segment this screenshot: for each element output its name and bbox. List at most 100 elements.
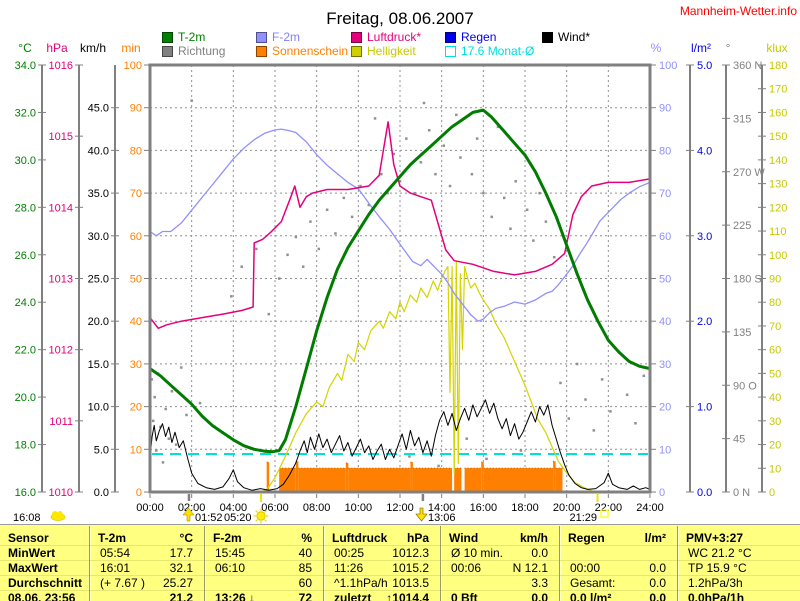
legend-item-f-2m: F-2m <box>256 30 300 44</box>
richtung-dot <box>519 449 523 452</box>
axis-unit-label: l/m² <box>691 41 711 55</box>
axis-tick-label: 60 <box>130 231 142 243</box>
axis-tick-label: 0 <box>659 487 665 499</box>
richtung-dot <box>427 129 431 132</box>
legend-swatch-icon <box>256 31 267 43</box>
cell-value: 0.0 <box>531 591 548 601</box>
grid-lines <box>150 65 650 492</box>
axis-unit-label: °C <box>18 41 32 55</box>
legend-label: Regen <box>461 30 497 44</box>
axis-tick-label: 30.0 <box>15 155 36 167</box>
axis-tick-label: 15.0 <box>88 359 109 371</box>
legend-item-richtung: Richtung <box>162 44 225 58</box>
table-row: 13:26 ↓ 72 <box>205 591 324 601</box>
table-col-pmv-3-27: PMV+3:27 WC 21.2 °C TP 15.9 °C 1.2hPa/3h 0.0… <box>677 526 800 601</box>
richtung-dot <box>174 443 178 446</box>
axis-tick-label: 30 <box>130 359 142 371</box>
richtung-dot <box>342 196 346 200</box>
table-row: 0 Bft 0.0 <box>441 591 560 601</box>
axis-tick-label: 70 <box>769 321 781 333</box>
table-row: ^1.1hPa/h 1013.5 <box>324 576 441 591</box>
table-row: 16:01 32.1 <box>90 561 205 576</box>
richtung-dot <box>434 172 437 176</box>
axis-tick-label: 0 <box>769 487 775 499</box>
richtung-dot <box>380 172 383 176</box>
richtung-dot <box>334 232 337 235</box>
cell-value: 21.2 <box>169 591 193 601</box>
row-label: Sensor <box>8 531 49 545</box>
richtung-dot <box>567 417 571 420</box>
richtung-dot <box>405 137 408 140</box>
cell-value: 40 <box>298 546 312 560</box>
axis-unit-label: km/h <box>80 41 106 55</box>
col-unit: % <box>301 531 312 545</box>
table-header-row: Regen l/m² <box>560 531 678 546</box>
table-row: 60 <box>205 576 324 591</box>
wind-line <box>149 399 651 491</box>
legend-swatch-icon <box>351 45 362 57</box>
richtung-dot <box>538 191 541 195</box>
row-label: Durchschnitt <box>8 576 83 590</box>
cell-value: N 12.1 <box>512 561 548 575</box>
cloud-shape <box>52 511 58 517</box>
cell-value <box>789 591 800 601</box>
axis-unit-label: hPa <box>46 41 68 55</box>
axis-tick-label: 22.0 <box>15 345 36 357</box>
cell-value: ↑1014.4 <box>386 591 429 601</box>
table-row: WC 21.2 °C <box>678 546 800 561</box>
axis-tick-label: 45 <box>733 434 745 446</box>
x-axis-label: 04:00 <box>220 502 248 514</box>
cell-label: 1.2hPa/3h <box>688 576 743 590</box>
cell-label: 0.0 l/m² <box>570 591 612 601</box>
axis-tick-label: 30.0 <box>88 231 109 243</box>
axis-tick-label: 360 N <box>733 60 762 72</box>
richtung-dot <box>482 191 485 195</box>
richtung-dot <box>267 312 271 316</box>
axis-tick-label: 225 <box>733 220 751 232</box>
richtung-dot <box>502 196 506 200</box>
axis-: 0 N 45 90 O 135 180 S 225 270 W 315 360 N° <box>722 41 765 499</box>
table-row-label: MinWert <box>0 546 89 561</box>
richtung-dot <box>161 461 165 464</box>
site-link[interactable]: Mannheim-Wetter.info <box>679 4 797 18</box>
axis-tick-label: 0 N <box>733 487 750 499</box>
legend-label: Sonnenschein <box>272 44 349 58</box>
table-row: 21.2 <box>90 591 205 601</box>
axis-tick-label: 270 W <box>733 167 765 179</box>
richtung-dot <box>325 208 329 212</box>
axis-tick-label: 10 <box>130 444 142 456</box>
richtung-dot <box>413 191 416 195</box>
cell-value <box>789 561 800 575</box>
sonnenschein-bar <box>345 462 349 492</box>
col-header: Regen <box>568 531 605 545</box>
richtung-dot <box>575 362 579 366</box>
legend-swatch-icon <box>351 31 362 43</box>
x-axis-label: 20:00 <box>553 502 581 514</box>
axis-tick-label: 100 <box>124 60 142 72</box>
axis-unit-label: klux <box>766 41 787 55</box>
moonset-arrow-icon <box>415 507 428 522</box>
table-row: 15:45 40 <box>205 546 324 561</box>
legend-item-t-2m: T-2m <box>162 30 205 44</box>
axis-tick-label: 10.0 <box>88 402 109 414</box>
moon-speck <box>183 508 185 510</box>
axis-tick-label: 70 <box>130 188 142 200</box>
axis-tick-label: 70 <box>659 188 671 200</box>
sonnenschein-bar <box>298 468 346 492</box>
axis-tick-label: 28.0 <box>15 202 36 214</box>
richtung-dot <box>455 113 458 117</box>
cell-label <box>560 546 570 560</box>
axis-tick-label: 90 <box>769 274 781 286</box>
x-axis-label: 18:00 <box>511 502 539 514</box>
legend-swatch-icon <box>445 31 456 43</box>
cell-value: 60 <box>298 576 312 590</box>
axis-kmh: 0.0 5.0 10.0 15.0 20.0 25.0 30.0 35.0 40.0 45.0 km… <box>80 41 119 499</box>
cell-label: 11:26 <box>334 561 364 575</box>
x-axis-label: 00:00 <box>136 502 164 514</box>
t2m-line <box>148 108 652 454</box>
richtung-dot <box>514 180 517 183</box>
legend-item-sonnenschein: Sonnenschein <box>256 44 348 58</box>
page-title: Freitag, 08.06.2007 <box>326 9 474 28</box>
sonnenschein-bar <box>464 468 482 492</box>
